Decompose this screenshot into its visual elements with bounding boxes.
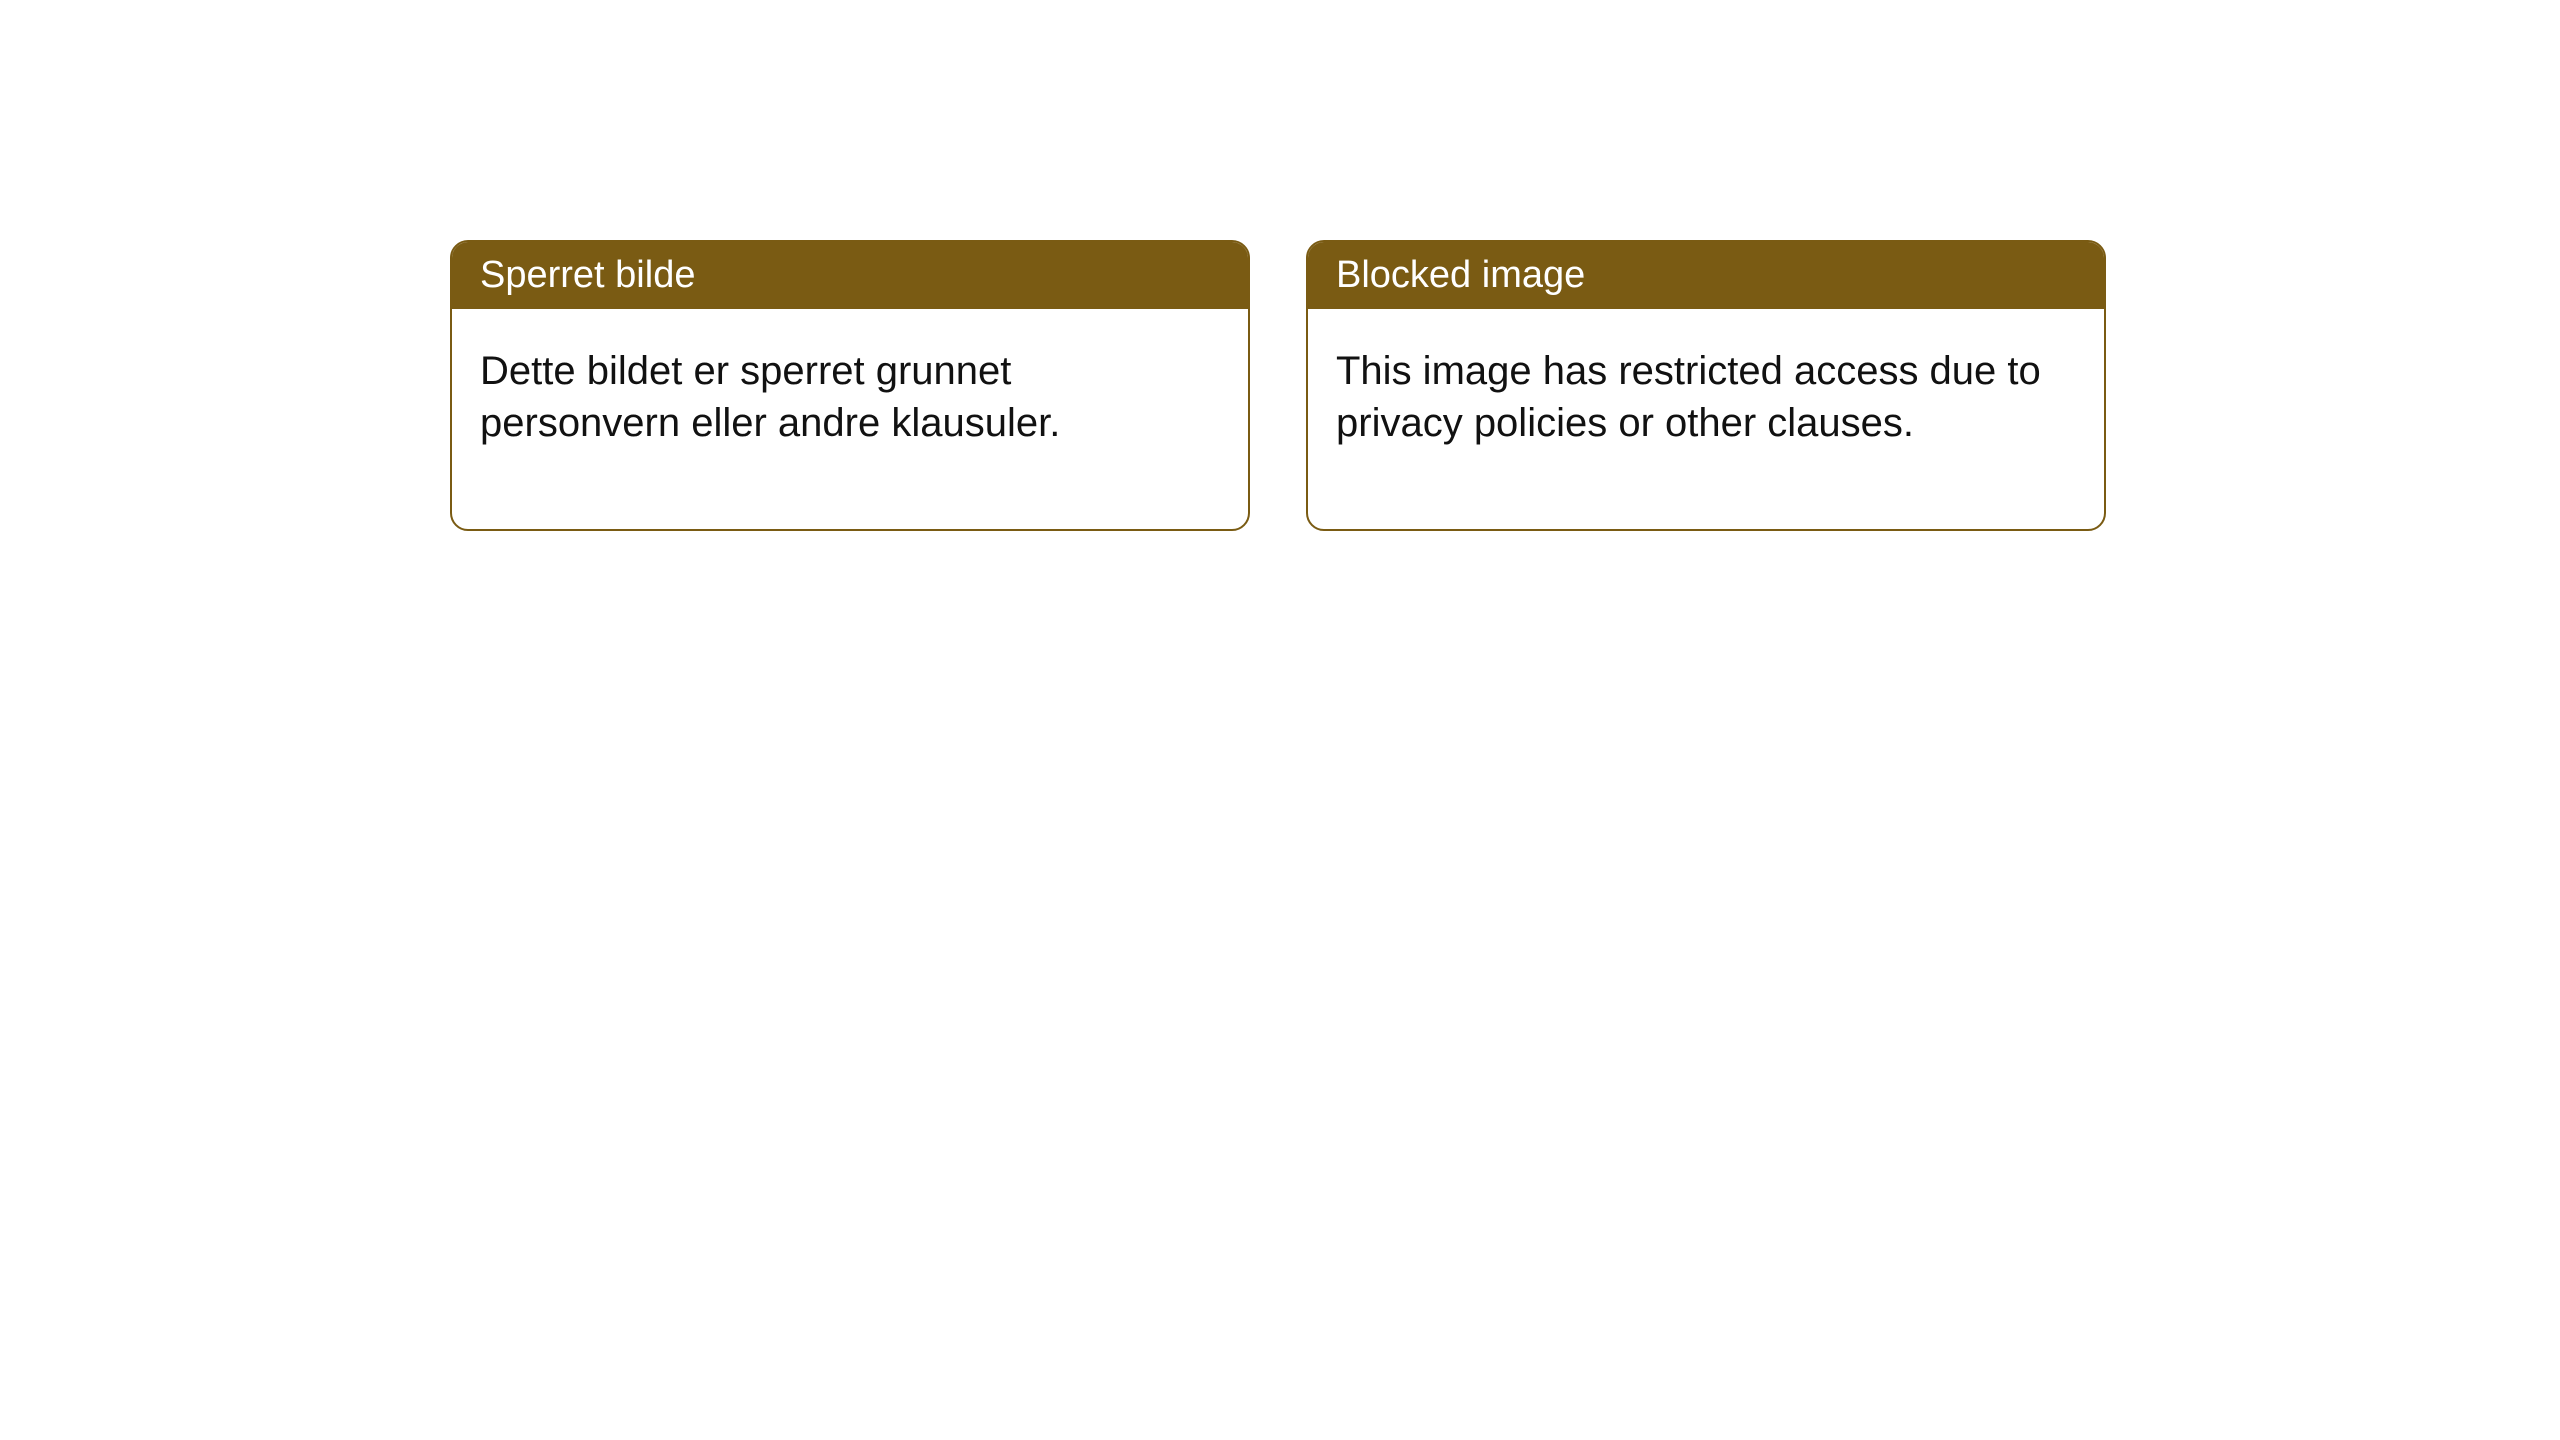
card-body: This image has restricted access due to … (1308, 309, 2104, 529)
notice-cards-container: Sperret bilde Dette bildet er sperret gr… (450, 240, 2106, 531)
card-title: Blocked image (1336, 254, 1585, 296)
card-header: Blocked image (1308, 242, 2104, 309)
card-body-text: Dette bildet er sperret grunnet personve… (480, 349, 1060, 445)
blocked-image-card-no: Sperret bilde Dette bildet er sperret gr… (450, 240, 1250, 531)
card-body-text: This image has restricted access due to … (1336, 349, 2041, 445)
card-body: Dette bildet er sperret grunnet personve… (452, 309, 1248, 529)
card-header: Sperret bilde (452, 242, 1248, 309)
card-title: Sperret bilde (480, 254, 695, 296)
blocked-image-card-en: Blocked image This image has restricted … (1306, 240, 2106, 531)
